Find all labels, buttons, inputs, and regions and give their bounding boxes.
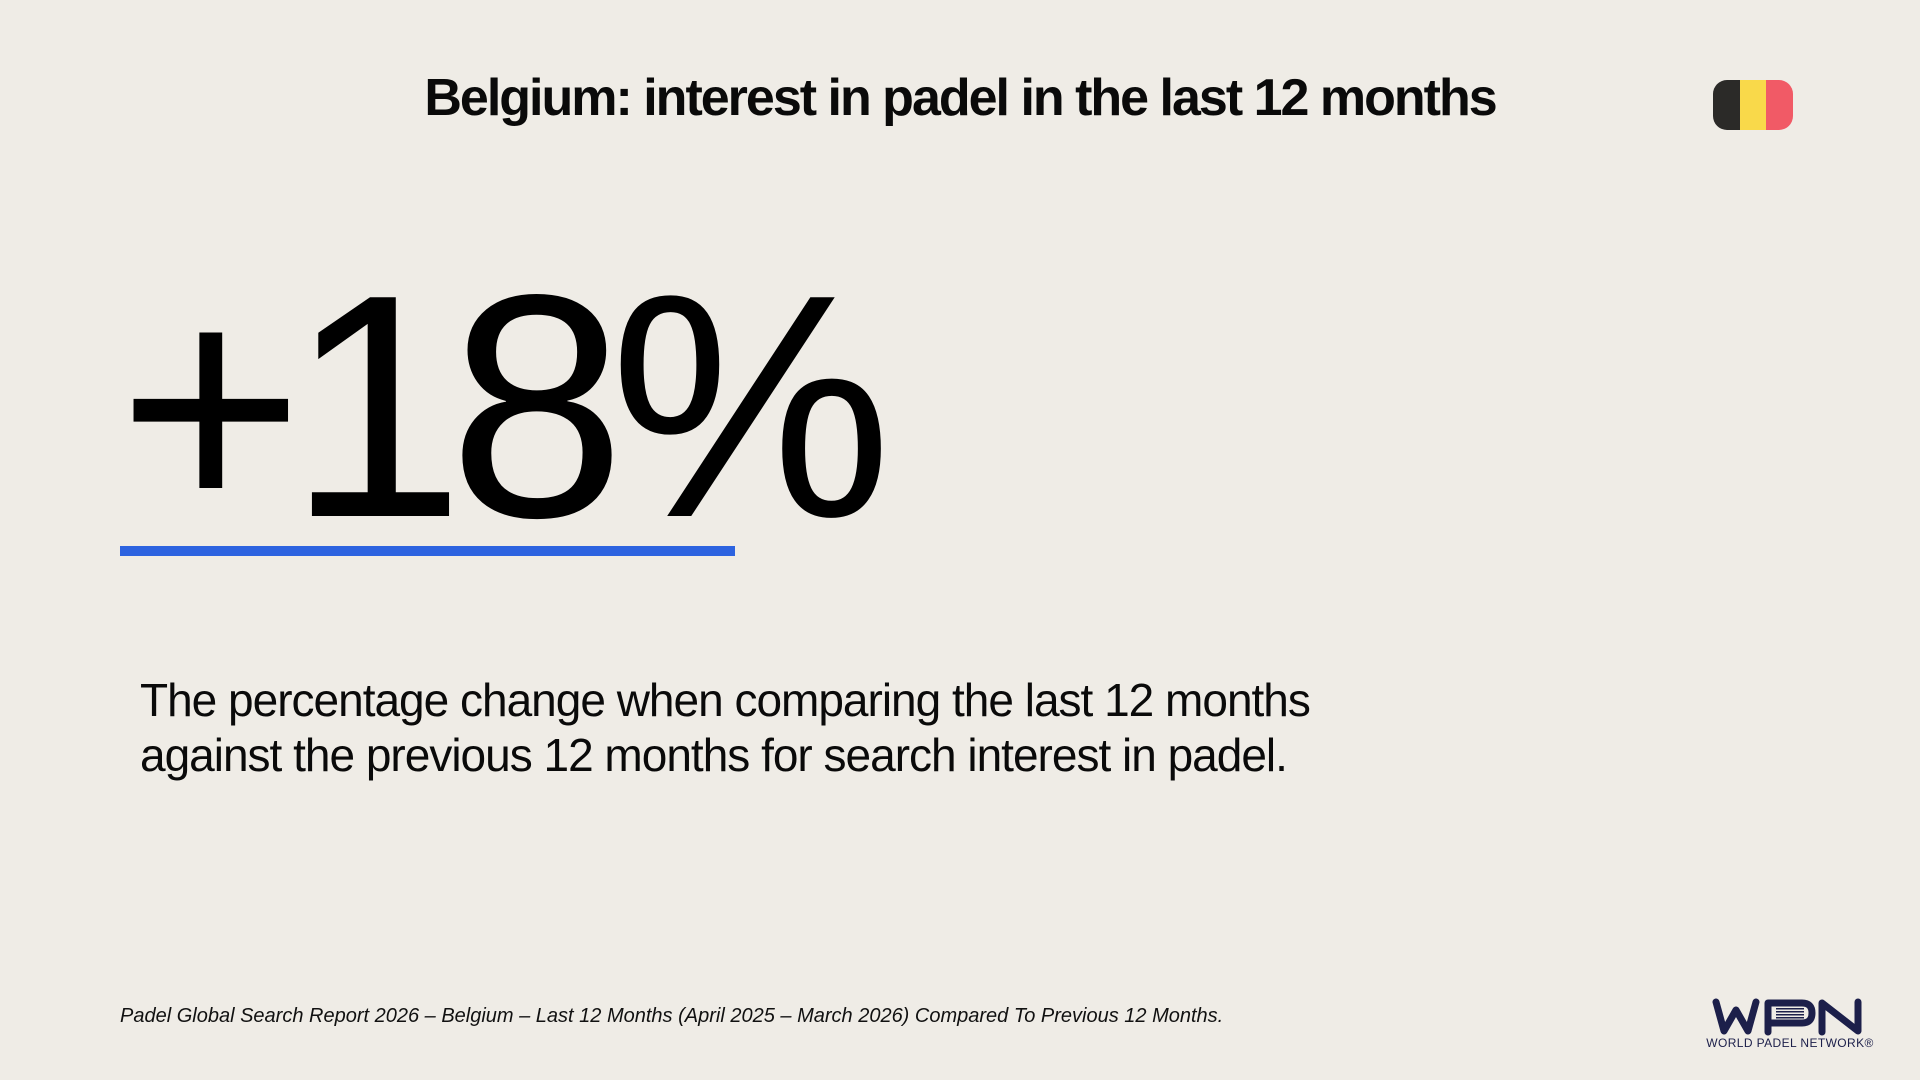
flag-stripe-yellow <box>1739 80 1767 130</box>
flag-stripe-red <box>1766 80 1793 130</box>
description-line-2: against the previous 12 months for searc… <box>140 729 1288 781</box>
stat-underline <box>120 546 735 556</box>
wpn-logo: WORLD PADEL NETWORK® <box>1688 998 1892 1054</box>
stat-description: The percentage change when comparing the… <box>140 673 1540 783</box>
slide-title: Belgium: interest in padel in the last 1… <box>424 69 1497 127</box>
logo-subtitle: WORLD PADEL NETWORK® <box>1706 1036 1874 1050</box>
flag-stripe-black <box>1713 80 1740 130</box>
percentage-change-stat: +18% <box>118 229 892 584</box>
source-footnote: Padel Global Search Report 2026 – Belgiu… <box>120 1005 1224 1027</box>
wpn-logo-mark-icon <box>1712 998 1862 1036</box>
description-line-1: The percentage change when comparing the… <box>140 674 1311 726</box>
belgium-flag-icon <box>1713 80 1793 130</box>
